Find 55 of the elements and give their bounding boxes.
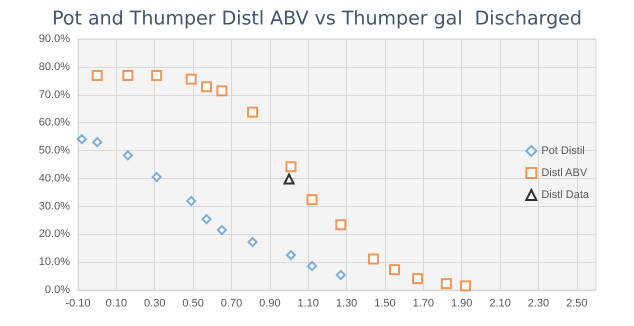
y-tick-label: 80.0% [38, 60, 70, 73]
x-tick-label: 2.30 [528, 298, 550, 310]
point [285, 161, 296, 172]
y-tick-label: 10.0% [38, 256, 70, 268]
point [122, 150, 133, 160]
x-tick-label: 1.50 [374, 298, 396, 310]
x-tick-label: 0.10 [106, 298, 128, 310]
point [336, 270, 346, 280]
point [92, 70, 103, 82]
point [76, 134, 87, 144]
x-tick-label: 1.70 [412, 298, 434, 310]
point [368, 254, 379, 265]
point [201, 81, 212, 92]
chart-title: Pot and Thumper Distl ABV vs Thumper gal Discharged [52, 8, 582, 30]
legend-label: Distl Data [541, 189, 590, 201]
point [216, 85, 228, 96]
x-tick-label: 0.50 [182, 298, 204, 310]
point [440, 278, 452, 290]
x-tick-label: 2.50 [566, 298, 588, 310]
y-tick-label: 40.0% [38, 172, 70, 184]
x-tick-label: 1.10 [298, 298, 319, 310]
point [306, 194, 318, 206]
point [284, 174, 295, 184]
point [460, 280, 472, 292]
y-tick-label: 60.0% [38, 116, 70, 129]
x-tick-label: 0.90 [259, 298, 281, 310]
point [307, 261, 318, 272]
x-tick-label: 0.70 [220, 298, 242, 310]
y-tick-label: 20.0% [38, 228, 70, 240]
point [186, 74, 197, 85]
legend-label: Distl ABV [541, 167, 588, 179]
point [202, 214, 212, 224]
y-tick-label: 0.0% [44, 284, 70, 296]
point [247, 106, 258, 118]
point [186, 196, 196, 206]
legend-label: Pot Distil [541, 145, 585, 157]
point [122, 70, 134, 82]
x-tick-label: 2.10 [489, 298, 511, 310]
y-tick-label: 70.0% [38, 88, 70, 101]
x-tick-label: 1.90 [450, 298, 472, 310]
x-tick-label: 0.30 [144, 298, 166, 310]
point [152, 172, 162, 182]
point [286, 250, 296, 260]
point [92, 137, 102, 148]
y-tick-label: 30.0% [38, 200, 70, 212]
x-tick-label: 1.30 [336, 298, 358, 310]
point [389, 264, 400, 276]
point [151, 70, 162, 82]
point [248, 237, 258, 248]
point [412, 273, 424, 284]
point [216, 225, 227, 236]
x-tick-label: -0.10 [65, 298, 91, 310]
y-tick-label: 50.0% [38, 144, 70, 157]
y-tick-label: 90.0% [38, 33, 70, 45]
point [335, 219, 346, 230]
